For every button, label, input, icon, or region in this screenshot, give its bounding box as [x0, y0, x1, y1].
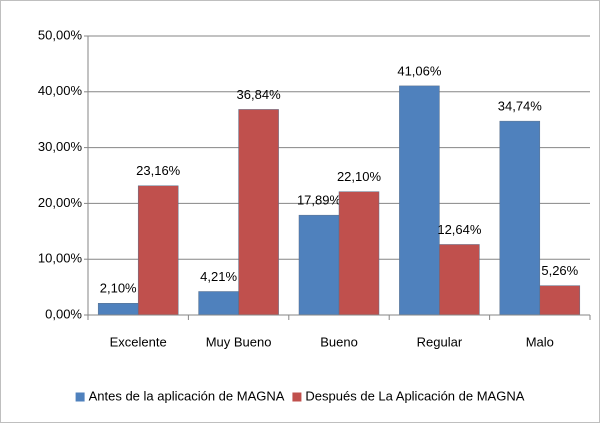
data-label: 22,10%: [337, 169, 382, 184]
legend-swatch: [75, 392, 85, 402]
data-label: 2,10%: [100, 281, 137, 296]
y-tick-label: 30,00%: [38, 139, 83, 154]
bar: [499, 120, 541, 316]
data-label: 36,84%: [237, 87, 282, 102]
bar: [137, 185, 179, 316]
bar: [298, 214, 340, 316]
data-label: 4,21%: [200, 269, 237, 284]
y-tick-label: 40,00%: [38, 83, 83, 98]
bar: [399, 85, 440, 316]
legend-label: Antes de la aplicación de MAGNA: [89, 388, 285, 403]
data-label: 23,16%: [136, 163, 181, 178]
data-label: 34,74%: [498, 99, 543, 114]
bar: [439, 244, 480, 316]
bar: [97, 303, 139, 316]
x-tick-label: Excelente: [110, 334, 167, 349]
y-tick-label: 10,00%: [38, 251, 83, 266]
bar: [539, 285, 581, 316]
bar: [198, 291, 239, 316]
data-label: 17,89%: [297, 193, 342, 208]
y-tick-label: 20,00%: [38, 195, 83, 210]
data-label: 5,26%: [541, 263, 578, 278]
data-label: 12,64%: [437, 222, 482, 237]
data-label: 41,06%: [397, 63, 442, 78]
legend-label: Después de La Aplicación de MAGNA: [305, 388, 524, 403]
x-tick-label: Regular: [417, 334, 463, 349]
y-tick-label: 0,00%: [45, 306, 82, 321]
y-tick-label: 50,00%: [38, 27, 83, 42]
x-tick-label: Malo: [526, 334, 554, 349]
x-tick-label: Muy Bueno: [206, 334, 272, 349]
x-tick-label: Bueno: [320, 334, 358, 349]
bar: [238, 109, 279, 316]
legend-swatch: [292, 392, 302, 402]
bar: [338, 191, 380, 316]
